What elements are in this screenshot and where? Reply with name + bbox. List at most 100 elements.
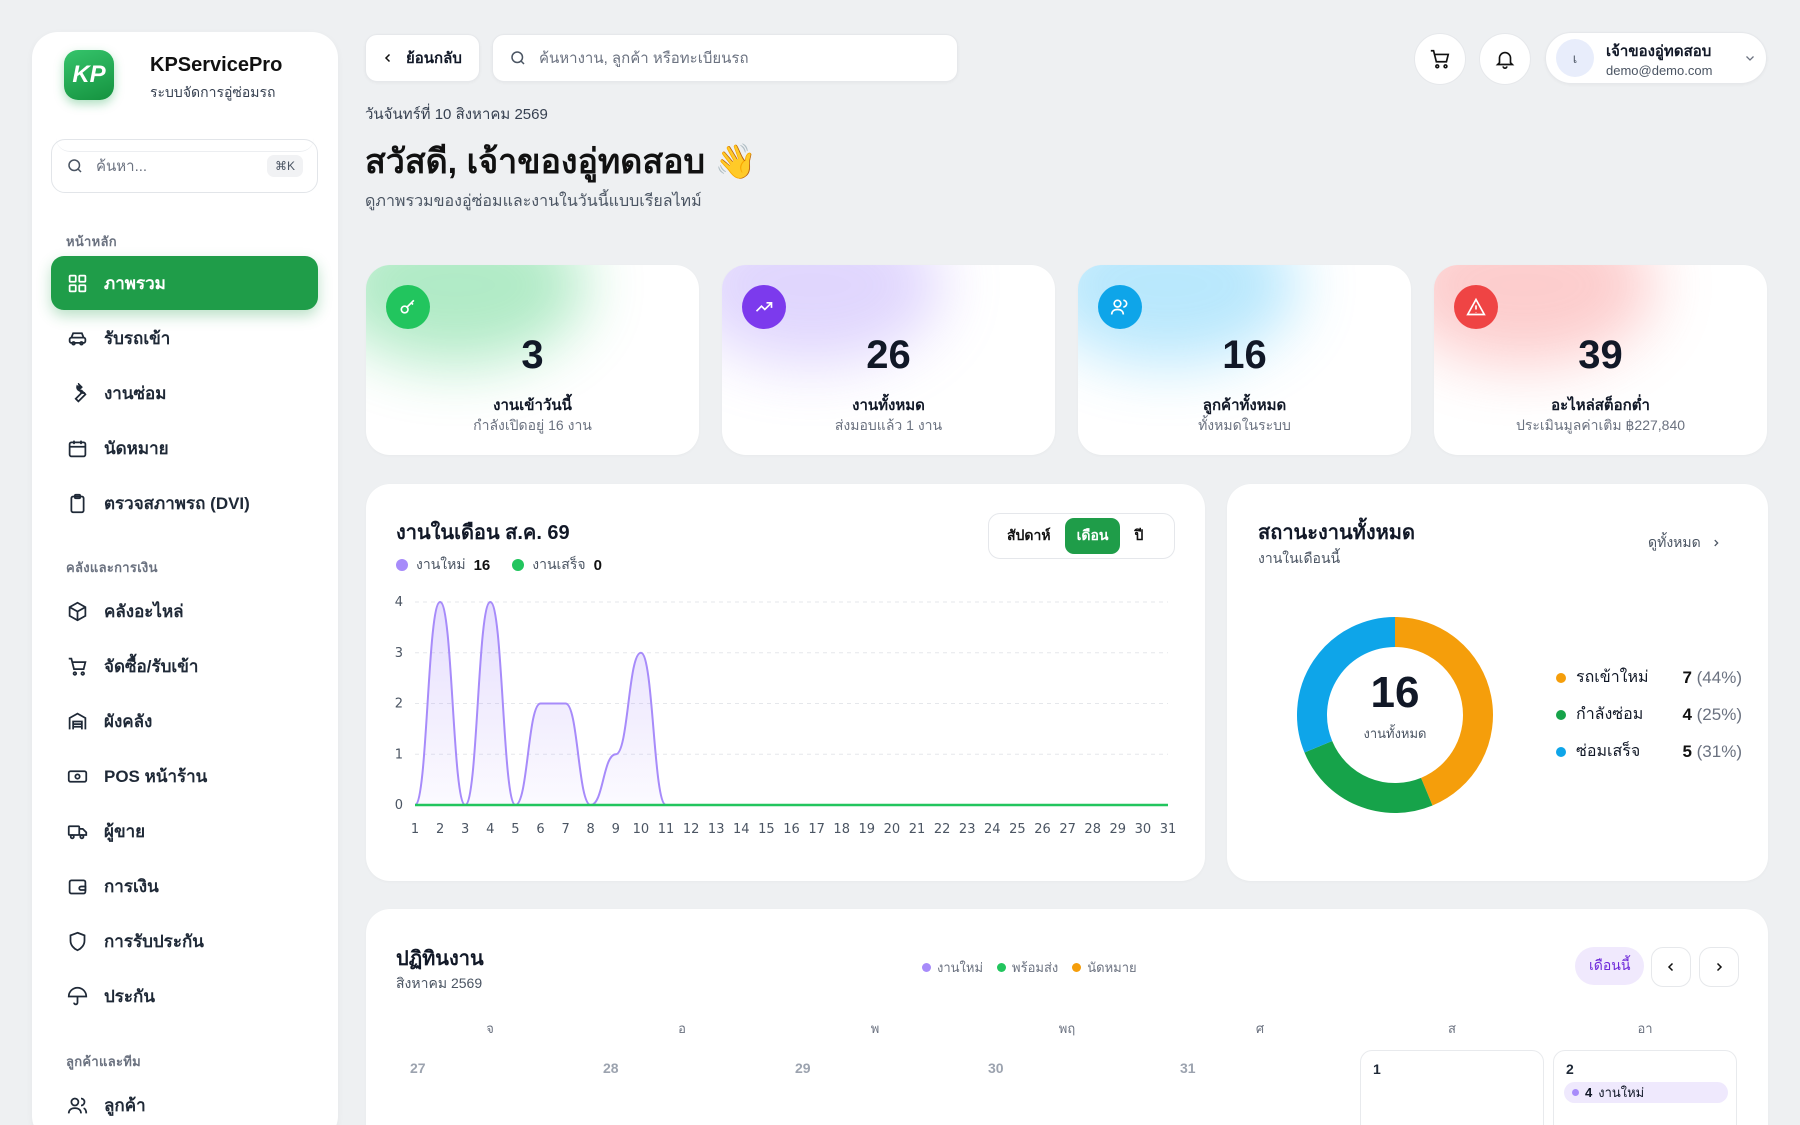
sidebar-item-insurance[interactable]: ประกัน [51, 969, 318, 1023]
section-label-customers: ลูกค้าและทีม [66, 1054, 141, 1069]
sidebar-item-purchasing[interactable]: จัดซื้อ/รับเข้า [51, 639, 318, 693]
stat-label: งานทั้งหมด [852, 397, 925, 414]
sidebar-item-repairs[interactable]: งานซ่อม [51, 366, 318, 420]
x-tick-label: 28 [1084, 822, 1101, 837]
stat-card-customers[interactable]: 16 ลูกค้าทั้งหมด ทั้งหมดในระบบ [1078, 265, 1411, 455]
sidebar-item-label: จัดซื้อ/รับเข้า [104, 656, 199, 676]
period-week-button[interactable]: สัปดาห์ [1007, 527, 1051, 543]
y-tick-label: 2 [395, 697, 403, 712]
donut-slice[interactable] [1297, 617, 1396, 753]
sidebar-item-warranty[interactable]: การรับประกัน [51, 914, 318, 968]
sidebar-item-customers[interactable]: ลูกค้า [51, 1078, 318, 1125]
day-number: 1 [1373, 1061, 1381, 1077]
chevron-left-icon [1667, 962, 1674, 972]
sidebar-item-appointments[interactable]: นัดหมาย [51, 421, 318, 475]
x-tick-label: 9 [612, 822, 620, 837]
donut-slice[interactable] [1394, 617, 1493, 806]
legend-dot [1556, 672, 1566, 683]
back-button[interactable]: ย้อนกลับ [365, 34, 480, 82]
cart-icon [1430, 49, 1450, 69]
stat-sub: กำลังเปิดอยู่ 16 งาน [473, 417, 592, 433]
this-month-button[interactable]: เดือนนี้ [1575, 947, 1645, 985]
weekday-header: อา [1637, 1021, 1653, 1036]
y-tick-label: 4 [395, 595, 403, 610]
day-number: 27 [410, 1060, 426, 1076]
box-icon [68, 601, 87, 621]
x-tick-label: 15 [758, 822, 775, 837]
prev-month-button[interactable] [1651, 947, 1691, 987]
brand-name: KPServicePro [150, 54, 283, 76]
page-title: สวัสดี, เจ้าของอู่ทดสอบ 👋 [365, 134, 757, 188]
period-year-button[interactable]: ปี [1134, 527, 1144, 543]
status-legend-done: ซ่อมเสร็จ 5 (31%) [1556, 739, 1742, 764]
donut-total: 16 [1370, 668, 1420, 717]
sidebar-item-label: ภาพรวม [104, 273, 166, 293]
day-number: 2 [1566, 1061, 1574, 1077]
cart-icon [68, 657, 87, 676]
sidebar-item-overview[interactable]: ภาพรวม [51, 256, 318, 310]
section-label-main: หน้าหลัก [66, 234, 117, 249]
calendar-day[interactable]: 27 [398, 1050, 582, 1125]
stat-card-jobs-today[interactable]: 3 งานเข้าวันนี้ กำลังเปิดอยู่ 16 งาน [366, 265, 699, 455]
sidebar-item-label: คลังอะไหล่ [104, 601, 184, 621]
wave-emoji: 👋 [714, 142, 757, 182]
next-month-button[interactable] [1699, 947, 1739, 987]
sidebar-item-label: ประกัน [104, 986, 155, 1006]
x-tick-label: 29 [1110, 822, 1127, 837]
wrench-icon [74, 382, 87, 403]
calendar-event-chip[interactable]: 4 งานใหม่ [1564, 1082, 1728, 1103]
calendar-day[interactable]: 1 [1360, 1050, 1544, 1125]
view-all-link[interactable]: ดูทั้งหมด [1648, 532, 1721, 554]
clipboard-icon [70, 493, 85, 513]
period-month-button[interactable]: เดือน [1064, 518, 1121, 554]
bell-icon [1495, 51, 1515, 69]
calendar-day[interactable]: 29 [783, 1050, 967, 1125]
legend-dot [922, 963, 931, 972]
x-tick-label: 3 [461, 822, 469, 837]
weekday-header: ส [1448, 1021, 1456, 1036]
chevron-right-icon [1716, 962, 1723, 972]
jobs-chart-card [366, 484, 1205, 881]
calendar-day[interactable]: 31 [1168, 1050, 1352, 1125]
sidebar-item-parts[interactable]: คลังอะไหล่ [51, 584, 318, 638]
legend-dot [1556, 709, 1566, 720]
sidebar-search[interactable]: ค้นหา... ⌘K [51, 139, 318, 193]
event-label: งานใหม่ [1598, 1085, 1645, 1100]
legend-count: 5 [1682, 741, 1692, 761]
chevron-right-icon [1714, 539, 1719, 547]
legend-label: งานเสร็จ [532, 556, 586, 572]
sidebar-item-pos[interactable]: POS หน้าร้าน [51, 749, 318, 803]
sidebar-item-finance[interactable]: การเงิน [51, 859, 318, 913]
cart-button[interactable] [1414, 33, 1466, 85]
stat-sub: ประเมินมูลค่าเติม ฿227,840 [1515, 417, 1686, 433]
sidebar-item-warehouse-layout[interactable]: ผังคลัง [51, 694, 318, 748]
calendar-day[interactable]: 2 4 งานใหม่ [1553, 1050, 1737, 1125]
stat-value: 26 [866, 333, 911, 377]
sidebar-item-label: รับรถเข้า [104, 328, 171, 348]
x-tick-label: 22 [934, 822, 951, 837]
legend-dot [512, 559, 525, 571]
shield-icon [69, 931, 86, 951]
sidebar-item-dvi[interactable]: ตรวจสภาพรถ (DVI) [51, 476, 318, 530]
x-tick-label: 1 [411, 822, 419, 837]
sidebar-item-check-in[interactable]: รับรถเข้า [51, 311, 318, 365]
x-tick-label: 25 [1009, 822, 1026, 837]
x-tick-label: 12 [683, 822, 700, 837]
global-search-input[interactable]: ค้นหางาน, ลูกค้า หรือทะเบียนรถ [492, 34, 958, 82]
x-tick-label: 23 [959, 822, 976, 837]
sidebar-item-vendors[interactable]: ผู้ขาย [51, 804, 318, 858]
calendar-day[interactable]: 28 [591, 1050, 775, 1125]
day-number: 29 [795, 1060, 811, 1076]
calendar-day[interactable]: 30 [976, 1050, 1160, 1125]
weekday-header: พฤ [1058, 1021, 1076, 1036]
stat-card-low-stock[interactable]: 39 อะไหล่สต็อกต่ำ ประเมินมูลค่าเติม ฿227… [1434, 265, 1767, 455]
donut-slice[interactable] [1304, 740, 1433, 813]
x-tick-label: 6 [536, 822, 544, 837]
x-tick-label: 2 [436, 822, 444, 837]
x-tick-label: 14 [733, 822, 750, 837]
stat-card-total-jobs[interactable]: 26 งานทั้งหมด ส่งมอบแล้ว 1 งาน [722, 265, 1055, 455]
notifications-button[interactable] [1479, 33, 1531, 85]
user-menu[interactable]: เ เจ้าของอู่ทดสอบ demo@demo.com [1545, 32, 1767, 84]
day-number: 28 [603, 1060, 619, 1076]
search-icon [511, 51, 525, 65]
